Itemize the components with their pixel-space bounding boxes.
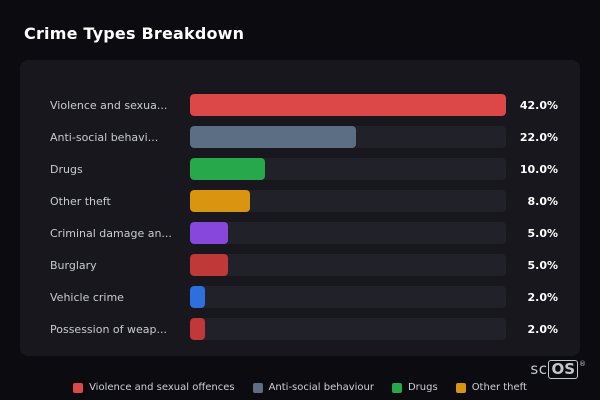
category-label: Possession of weap... (50, 322, 167, 336)
bar-fill[interactable] (190, 126, 356, 148)
value-label: 10.0% (519, 162, 558, 176)
value-label: 5.0% (527, 258, 558, 272)
bar-track (190, 190, 506, 212)
chart-row: Anti-social behavi... 22.0% (50, 121, 558, 153)
bar-fill[interactable] (190, 158, 266, 180)
crime-types-chart-card: Violence and sexua... 42.0% Anti-social … (20, 60, 580, 356)
legend-swatch (391, 382, 402, 393)
legend-item[interactable]: Violence and sexual offences (73, 382, 235, 393)
chart-row: Vehicle crime 2.0% (50, 281, 558, 313)
page-title: Crime Types Breakdown (24, 24, 245, 43)
logo-prefix: sc (530, 360, 548, 378)
legend-label: Other theft (471, 382, 527, 393)
legend-swatch (73, 382, 84, 393)
category-label: Drugs (50, 162, 83, 176)
legend-swatch (455, 382, 466, 393)
bar-fill[interactable] (190, 286, 206, 308)
value-label: 2.0% (527, 290, 558, 304)
value-label: 8.0% (527, 194, 558, 208)
bar-track (190, 158, 506, 180)
bar-track (190, 286, 506, 308)
bar-fill[interactable] (190, 94, 506, 116)
value-label: 42.0% (519, 98, 558, 112)
legend-item[interactable]: Anti-social behaviour (252, 382, 374, 393)
bar-fill[interactable] (190, 222, 228, 244)
value-label: 5.0% (527, 226, 558, 240)
legend-label: Drugs (407, 382, 438, 393)
scos-logo: sc OS ® (530, 360, 586, 380)
bar-track (190, 222, 506, 244)
chart-row: Possession of weap... 2.0% (50, 313, 558, 345)
chart-row: Criminal damage an... 5.0% (50, 217, 558, 249)
chart-row: Drugs 10.0% (50, 153, 558, 185)
bar-track (190, 318, 506, 340)
chart-row: Burglary 5.0% (50, 249, 558, 281)
bar-fill[interactable] (190, 190, 251, 212)
bar-track (190, 94, 506, 116)
value-label: 22.0% (519, 130, 558, 144)
bar-fill[interactable] (190, 318, 206, 340)
legend-item[interactable]: Other theft (455, 382, 527, 393)
legend-label: Anti-social behaviour (268, 382, 374, 393)
bar-track (190, 254, 506, 276)
logo-box: OS (548, 360, 578, 380)
chart-row: Violence and sexua... 42.0% (50, 89, 558, 121)
bar-fill[interactable] (190, 254, 228, 276)
chart-rows: Violence and sexua... 42.0% Anti-social … (50, 89, 558, 345)
registered-mark: ® (579, 360, 586, 368)
bar-track (190, 126, 506, 148)
value-label: 2.0% (527, 322, 558, 336)
category-label: Other theft (50, 194, 111, 208)
category-label: Burglary (50, 258, 97, 272)
category-label: Vehicle crime (50, 290, 124, 304)
legend: Violence and sexual offences Anti-social… (0, 382, 600, 393)
chart-row: Other theft 8.0% (50, 185, 558, 217)
legend-label: Violence and sexual offences (89, 382, 235, 393)
category-label: Anti-social behavi... (50, 130, 159, 144)
category-label: Criminal damage an... (50, 226, 172, 240)
category-label: Violence and sexua... (50, 98, 168, 112)
legend-item[interactable]: Drugs (391, 382, 438, 393)
legend-swatch (252, 382, 263, 393)
